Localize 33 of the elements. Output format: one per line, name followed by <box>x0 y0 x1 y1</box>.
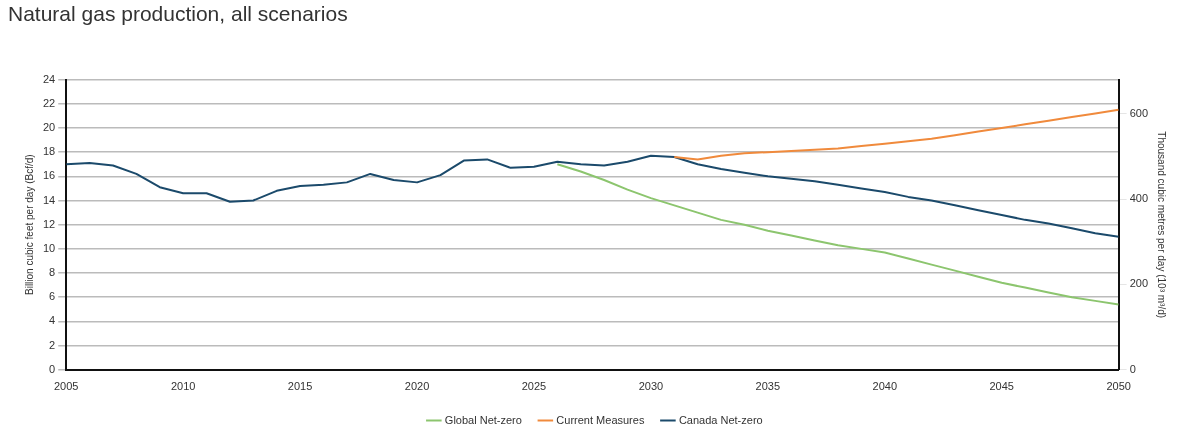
x-tick-label: 2050 <box>1106 380 1131 393</box>
y2-axis-title: Thousand cubic metres per day (10³ m³/d) <box>1156 131 1168 319</box>
x-tick-label: 2015 <box>287 380 313 393</box>
y2-tick-label: 200 <box>1129 277 1149 290</box>
y-tick-label: 6 <box>49 290 56 303</box>
x-tick-label: 2040 <box>872 380 898 393</box>
legend-label: Current Measures <box>556 413 645 426</box>
x-tick-label: 2030 <box>638 380 664 393</box>
x-tick-label: 2010 <box>170 380 196 393</box>
y-tick-label: 18 <box>42 145 56 158</box>
y2-tick-label: 0 <box>1129 362 1136 375</box>
x-tick-label: 2045 <box>989 380 1014 393</box>
y-tick-label: 14 <box>42 193 56 206</box>
chart-title: Natural gas production, all scenarios <box>8 2 348 26</box>
y-tick-label: 12 <box>42 217 56 230</box>
legend-label: Global Net-zero <box>444 413 522 426</box>
x-tick-label: 2020 <box>404 380 430 393</box>
y-tick-label: 20 <box>42 121 56 133</box>
y2-tick-label: 400 <box>1129 192 1149 205</box>
y-tick-label: 22 <box>42 96 56 109</box>
x-tick-label: 2035 <box>755 380 781 393</box>
legend-label: Canada Net-zero <box>678 413 763 426</box>
y-tick-label: 24 <box>42 72 56 85</box>
y-tick-label: 4 <box>49 314 56 327</box>
y-tick-label: 2 <box>49 338 56 351</box>
y-tick-label: 8 <box>49 266 56 279</box>
y-axis-title: Billion cubic feet per day (Bcf/d) <box>23 154 35 296</box>
x-tick-label: 2005 <box>53 380 79 393</box>
y-tick-label: 10 <box>42 241 56 254</box>
y-tick-label: 0 <box>49 362 56 375</box>
y-tick-label: 16 <box>42 169 56 182</box>
y2-tick-label: 600 <box>1129 106 1149 119</box>
x-tick-label: 2025 <box>521 380 547 393</box>
